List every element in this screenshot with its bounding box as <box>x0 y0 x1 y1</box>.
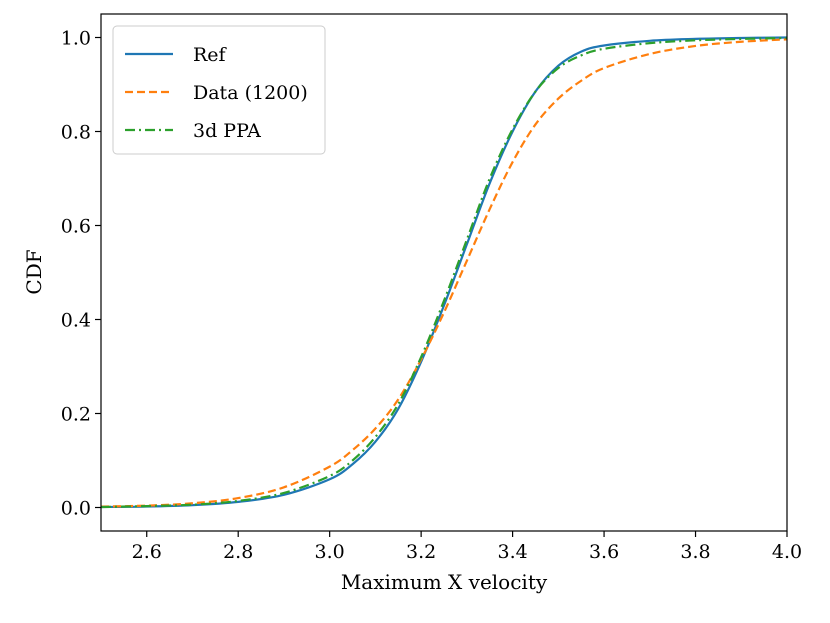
x-tick-label: 3.0 <box>315 541 345 563</box>
y-tick-label: 0.4 <box>61 310 91 332</box>
legend: Ref Data (1200) 3d PPA <box>112 25 326 155</box>
legend-label-0: Ref <box>193 44 228 66</box>
y-tick-label: 0.8 <box>61 122 91 144</box>
y-axis-label: CDF <box>22 249 46 294</box>
x-tick-label: 3.8 <box>680 541 710 563</box>
y-axis: 0.0 0.2 0.4 0.6 0.8 1.0 <box>61 28 101 520</box>
y-tick-label: 1.0 <box>61 28 91 50</box>
plot-frame <box>100 13 788 532</box>
legend-label-2: 3d PPA <box>193 120 261 142</box>
x-tick-label: 2.6 <box>132 541 162 563</box>
y-tick-label: 0.2 <box>61 404 91 426</box>
series-line-0 <box>101 36 787 509</box>
series-line-2 <box>101 36 787 509</box>
legend-label-1: Data (1200) <box>193 82 308 104</box>
x-tick-label: 3.4 <box>497 541 527 563</box>
x-axis-label: Maximum X velocity <box>341 570 548 594</box>
series-line-1 <box>101 38 787 508</box>
x-axis: 2.6 2.8 3.0 3.2 3.4 3.6 3.8 4.0 <box>132 531 802 563</box>
x-tick-label: 4.0 <box>772 541 802 563</box>
x-tick-label: 2.8 <box>223 541 253 563</box>
series-layer <box>101 36 787 509</box>
x-tick-label: 3.6 <box>589 541 619 563</box>
x-tick-label: 3.2 <box>406 541 436 563</box>
legend-box <box>112 25 326 155</box>
y-tick-label: 0.6 <box>61 216 91 238</box>
y-tick-label: 0.0 <box>61 498 91 520</box>
